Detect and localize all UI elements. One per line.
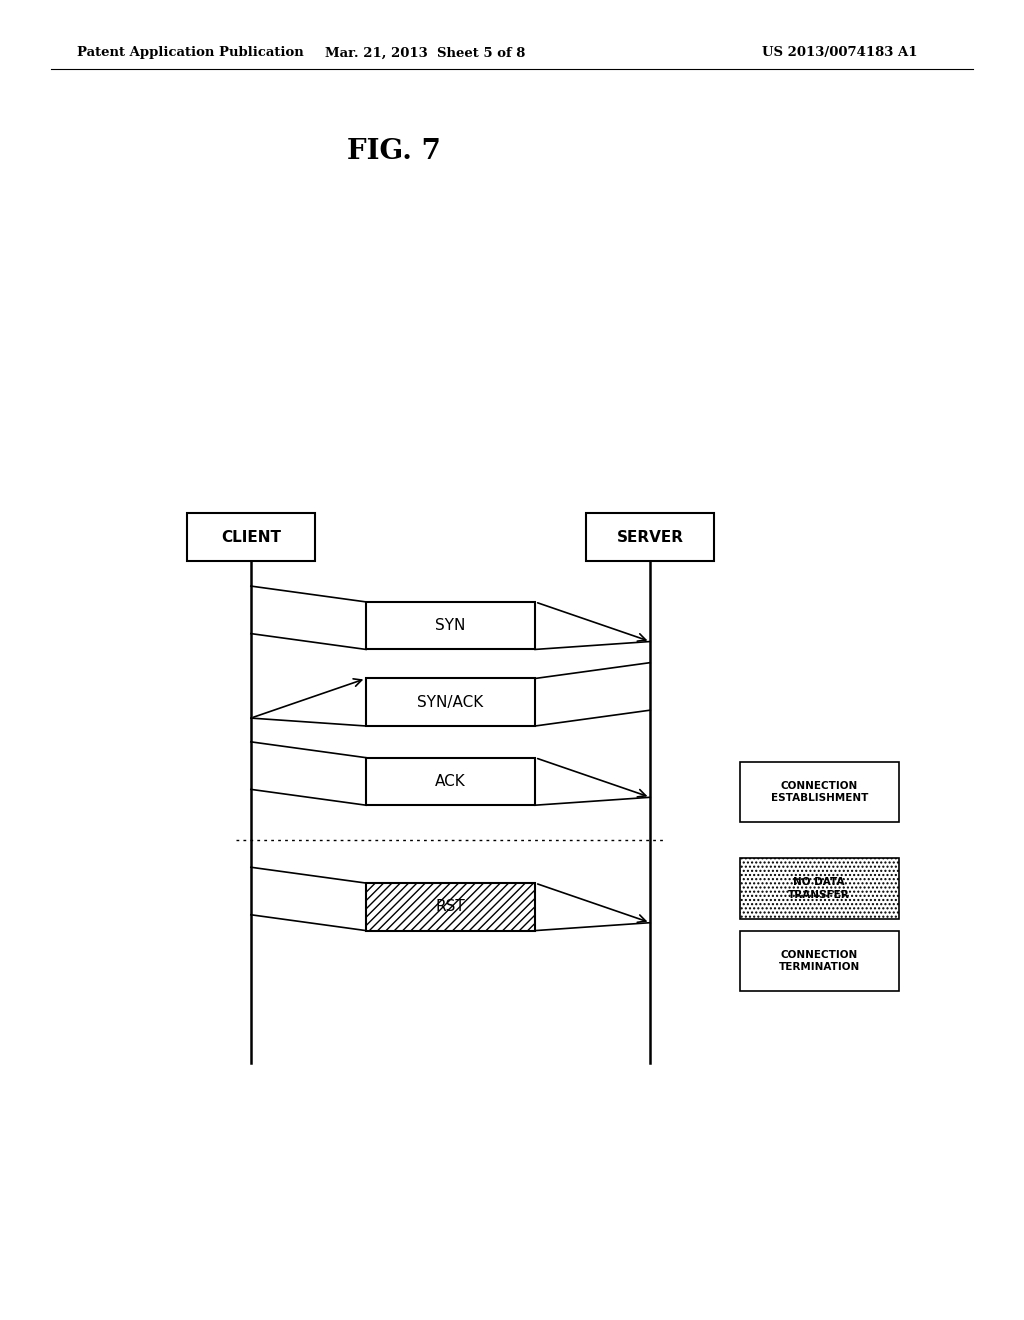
Text: CONNECTION
ESTABLISHMENT: CONNECTION ESTABLISHMENT	[770, 781, 868, 803]
Text: RST: RST	[435, 899, 466, 915]
Text: Mar. 21, 2013  Sheet 5 of 8: Mar. 21, 2013 Sheet 5 of 8	[325, 46, 525, 59]
Text: SYN: SYN	[435, 618, 466, 634]
Bar	[739, 762, 899, 822]
Bar	[586, 513, 715, 561]
Text: NO DATA
TRANSFER: NO DATA TRANSFER	[788, 878, 850, 899]
Text: SYN/ACK: SYN/ACK	[418, 694, 483, 710]
Bar	[367, 883, 535, 931]
Bar	[739, 931, 899, 991]
Text: Patent Application Publication: Patent Application Publication	[77, 46, 303, 59]
Text: US 2013/0074183 A1: US 2013/0074183 A1	[762, 46, 918, 59]
Text: FIG. 7: FIG. 7	[347, 139, 441, 165]
Bar	[186, 513, 315, 561]
Text: ACK: ACK	[435, 774, 466, 789]
Bar	[367, 758, 535, 805]
Text: CLIENT: CLIENT	[221, 529, 281, 545]
Text: SERVER: SERVER	[616, 529, 684, 545]
Bar	[739, 858, 899, 919]
Bar	[367, 602, 535, 649]
Bar	[367, 678, 535, 726]
Text: CONNECTION
TERMINATION: CONNECTION TERMINATION	[778, 950, 860, 972]
